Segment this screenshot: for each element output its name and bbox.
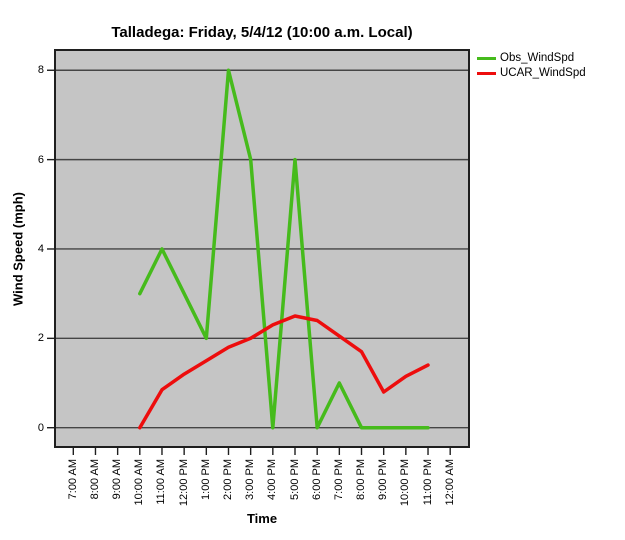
y-axis-title: Wind Speed (mph)	[10, 192, 26, 306]
y-tick-label: 2	[37, 332, 44, 345]
x-tick-label: 11:00 PM	[421, 459, 434, 506]
x-tick-label: 9:00 AM	[111, 459, 124, 500]
chart-svg	[47, 49, 470, 455]
legend-label-ucar: UCAR_WindSpd	[500, 67, 586, 79]
x-tick-label: 5:00 PM	[288, 459, 301, 500]
legend-item-obs: Obs_WindSpd	[477, 51, 586, 65]
plot-frame	[54, 49, 470, 448]
y-tick-label: 8	[37, 64, 44, 77]
series-line-obs_windspd	[138, 68, 430, 430]
x-tick-label: 10:00 PM	[399, 459, 412, 507]
x-tick-label: 4:00 PM	[266, 459, 279, 500]
x-tick-label: 7:00 AM	[66, 459, 79, 500]
x-tick-label: 6:00 PM	[310, 459, 323, 500]
x-tick-label: 8:00 PM	[355, 459, 367, 500]
x-tick-label: 2:00 PM	[221, 459, 234, 500]
y-tick-label: 4	[37, 242, 44, 255]
legend: Obs_WindSpd UCAR_WindSpd	[477, 51, 586, 81]
x-axis-title: Time	[246, 511, 278, 526]
legend-label-obs: Obs_WindSpd	[500, 52, 575, 64]
chart-title: Talladega: Friday, 5/4/12 (10:00 a.m. Lo…	[111, 24, 413, 41]
x-tick-label: 7:00 PM	[332, 459, 345, 500]
legend-swatch-obs	[477, 56, 496, 60]
x-tick-label: 1:00 PM	[199, 459, 212, 500]
y-tick-label: 0	[37, 421, 44, 434]
plot-area	[47, 49, 470, 455]
series-line-ucar_windspd	[138, 314, 430, 430]
x-tick-label: 8:00 AM	[88, 459, 101, 500]
legend-item-ucar: UCAR_WindSpd	[477, 66, 586, 80]
x-tick-label: 9:00 PM	[377, 459, 390, 500]
y-tick-label: 6	[37, 153, 44, 166]
x-tick-label: 12:00 PM	[177, 459, 190, 507]
x-tick-label: 3:00 PM	[244, 459, 257, 500]
x-tick-label: 11:00 AM	[155, 459, 168, 505]
x-tick-label: 12:00 AM	[443, 459, 456, 506]
legend-swatch-ucar	[477, 71, 496, 75]
x-tick-label: 10:00 AM	[133, 459, 146, 506]
